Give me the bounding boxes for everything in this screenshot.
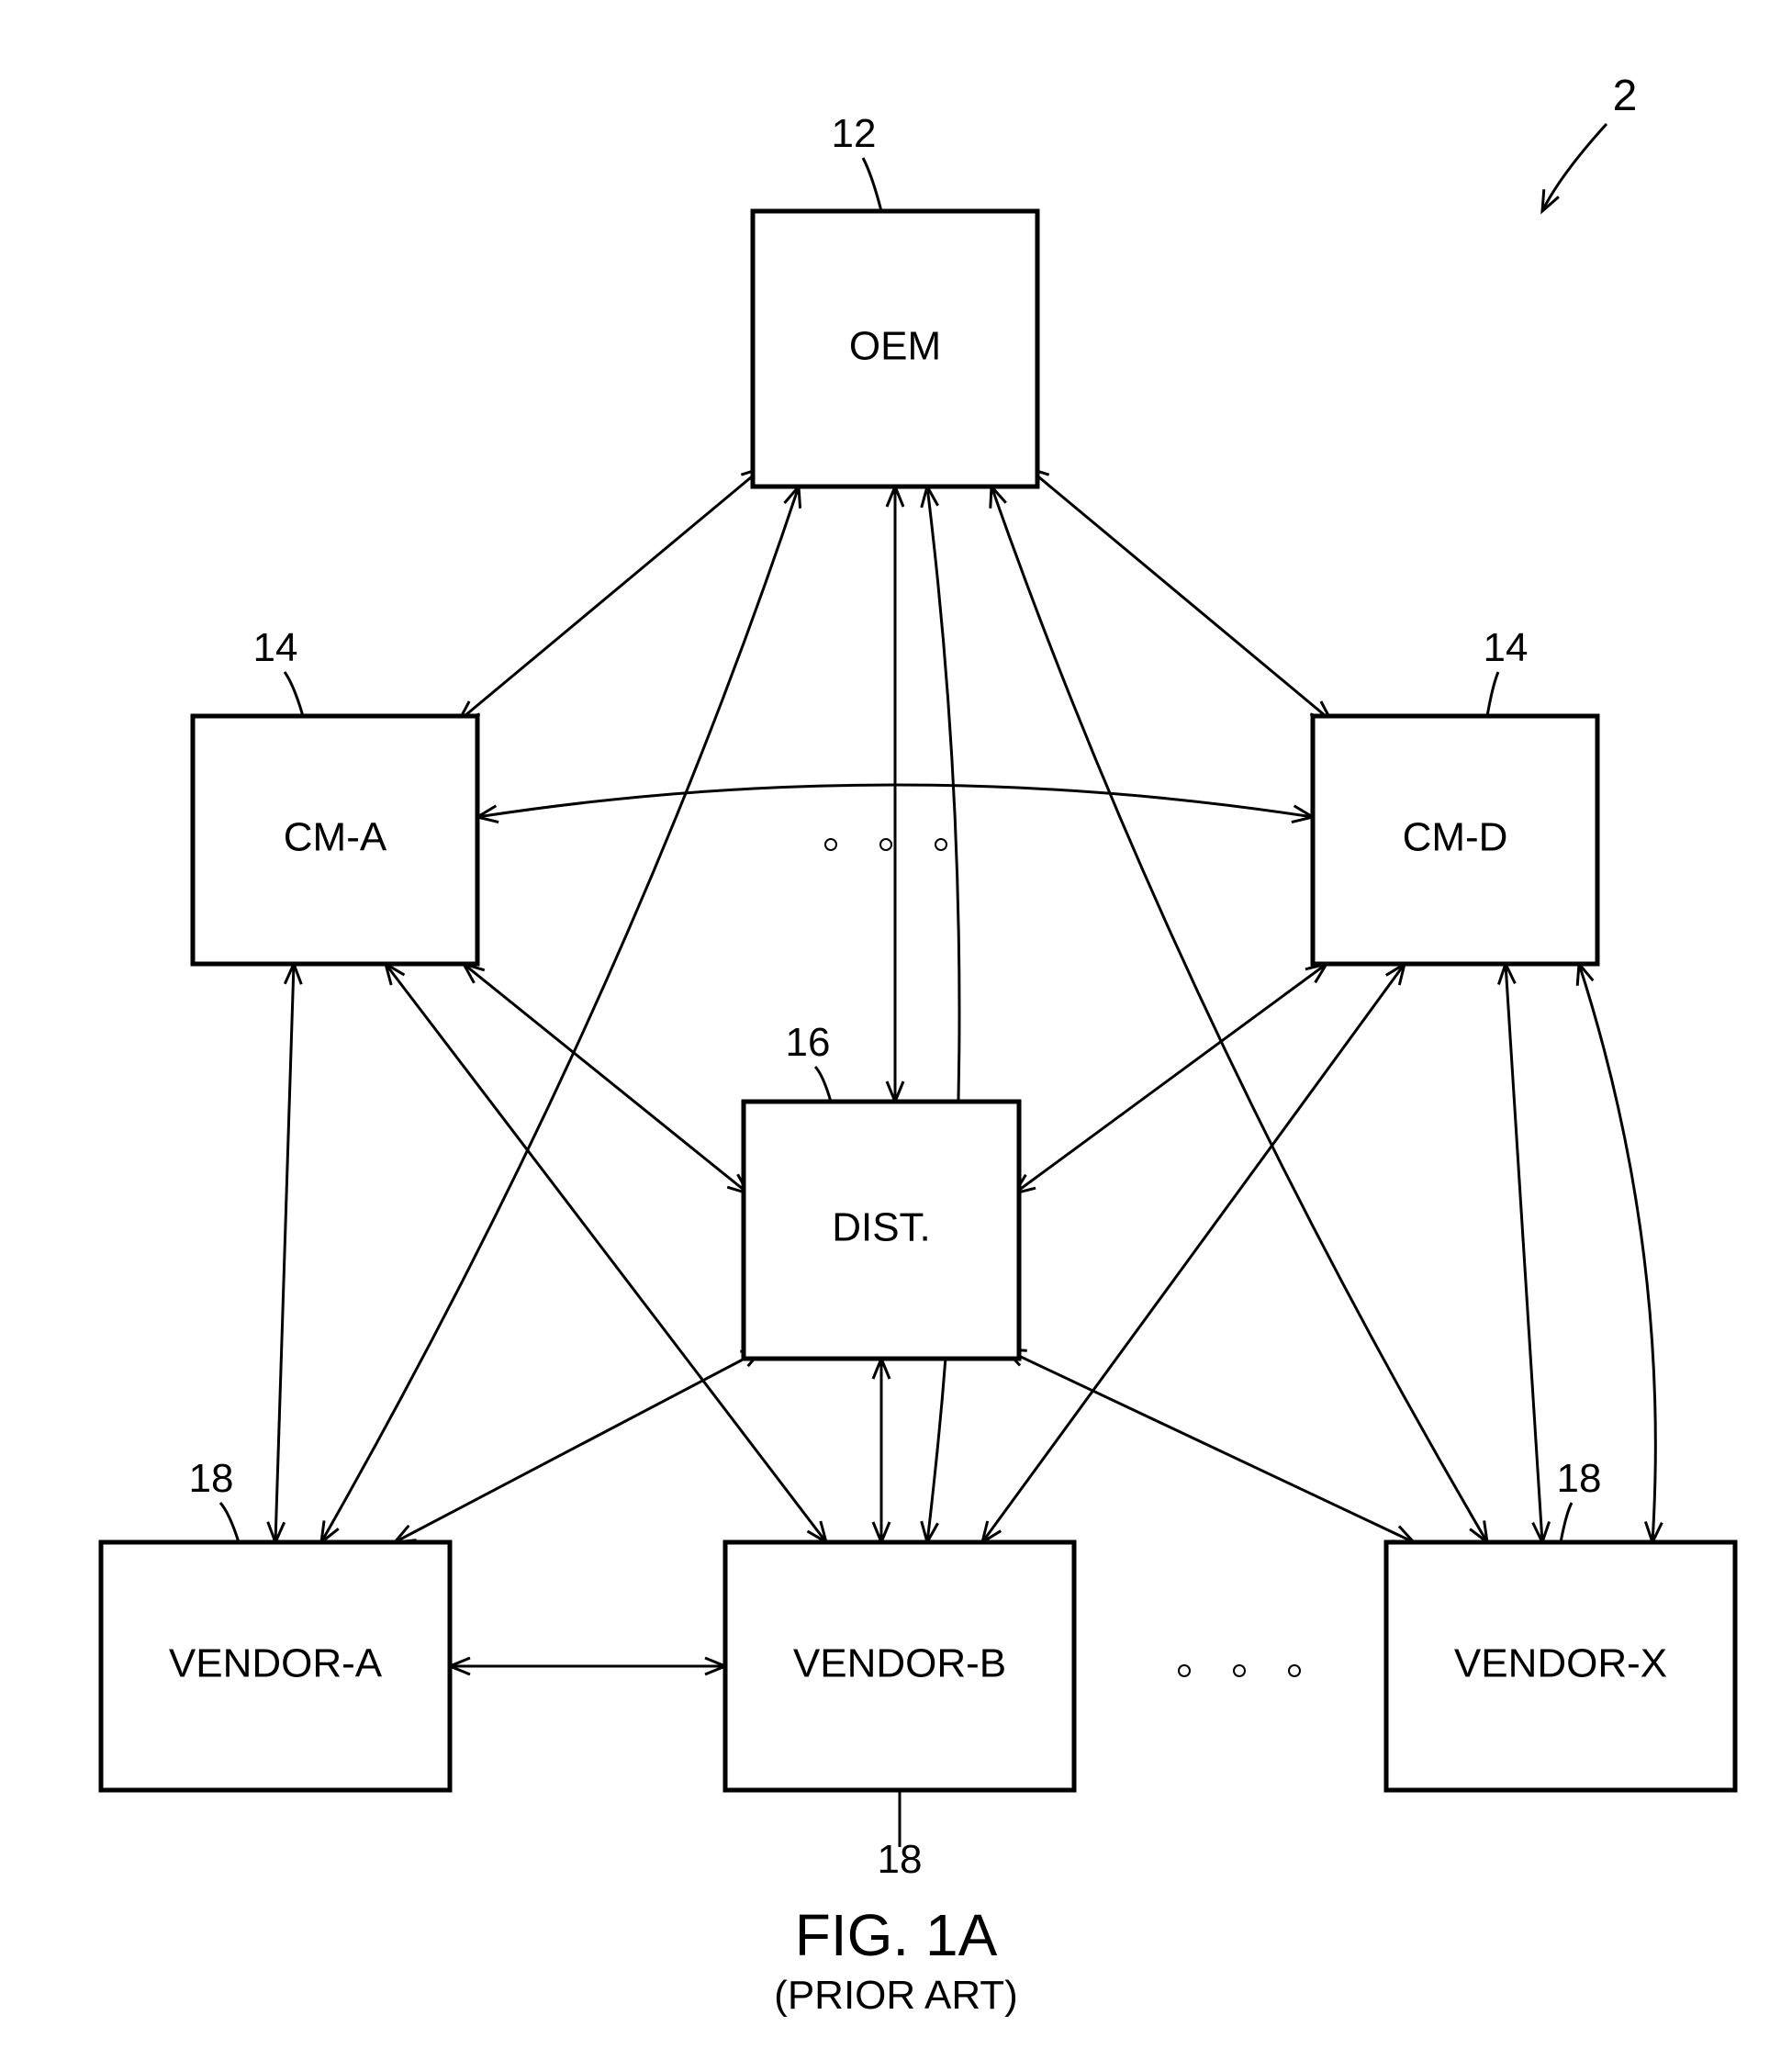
ellipsis-dot [1179, 1665, 1190, 1676]
figure-caption-sub: (PRIOR ART) [774, 1973, 1018, 2018]
ellipsis-dot [935, 839, 946, 850]
node-label-vb: VENDOR-B [793, 1641, 1006, 1686]
overall-ref-label: 2 [1613, 72, 1638, 120]
arrowhead [1542, 189, 1559, 211]
ref-leader-oem [863, 158, 881, 211]
ref-label-oem: 12 [832, 111, 877, 156]
ellipsis-dot [1234, 1665, 1245, 1676]
node-label-vx: VENDOR-X [1454, 1641, 1667, 1686]
overall-ref-arrow [1542, 124, 1607, 211]
ref-leader-va [220, 1503, 239, 1542]
edge-dist-va [395, 1349, 762, 1542]
edge-oem-cma [459, 468, 762, 721]
ellipsis-dot [825, 839, 836, 850]
ref-label-vx: 18 [1557, 1456, 1602, 1501]
node-va: VENDOR-A [101, 1542, 450, 1790]
node-label-cmd: CM-D [1403, 815, 1508, 860]
edge-cma-va [275, 964, 294, 1542]
edge-cmd-vb [982, 964, 1405, 1542]
arrowhead [321, 1520, 339, 1542]
ref-leader-dist [815, 1067, 831, 1102]
ellipsis-dot [1289, 1665, 1300, 1676]
node-label-cma: CM-A [284, 815, 387, 860]
edge-oem-va [321, 487, 799, 1542]
ref-label-va: 18 [189, 1456, 234, 1501]
node-label-va: VENDOR-A [169, 1641, 383, 1686]
node-cmd: CM-D [1313, 716, 1597, 964]
ref-leader-cmd [1487, 672, 1498, 716]
ref-label-dist: 16 [786, 1020, 831, 1065]
ref-label-vb: 18 [878, 1837, 923, 1882]
ref-label-cmd: 14 [1484, 625, 1529, 670]
diagram-canvas: OEM CM-A CM-D DIST. VENDOR-A VENDOR-B VENDOR-X… [0, 0, 1792, 2071]
ref-leader-cma [285, 672, 303, 716]
ref-label-cma: 14 [253, 625, 298, 670]
node-cma: CM-A [193, 716, 477, 964]
edge-cma-dist [464, 964, 748, 1193]
edge-dist-vx [1005, 1349, 1414, 1542]
ref-leader-vx [1561, 1503, 1572, 1542]
node-dist: DIST. [744, 1102, 1019, 1359]
node-vx: VENDOR-X [1386, 1542, 1735, 1790]
edge-oem-cmd [1028, 468, 1331, 721]
node-vb: VENDOR-B [725, 1542, 1074, 1790]
ellipsis-dot [880, 839, 891, 850]
arrowhead [1470, 1520, 1487, 1542]
edge-cmd-vx [1506, 964, 1542, 1542]
node-label-oem: OEM [849, 324, 941, 369]
node-oem: OEM [753, 211, 1037, 487]
edge-oem-vb [927, 487, 959, 1542]
figure-caption-main: FIG. 1A [795, 1902, 998, 1968]
node-label-dist: DIST. [832, 1205, 931, 1250]
edges-layer [275, 468, 1655, 1666]
